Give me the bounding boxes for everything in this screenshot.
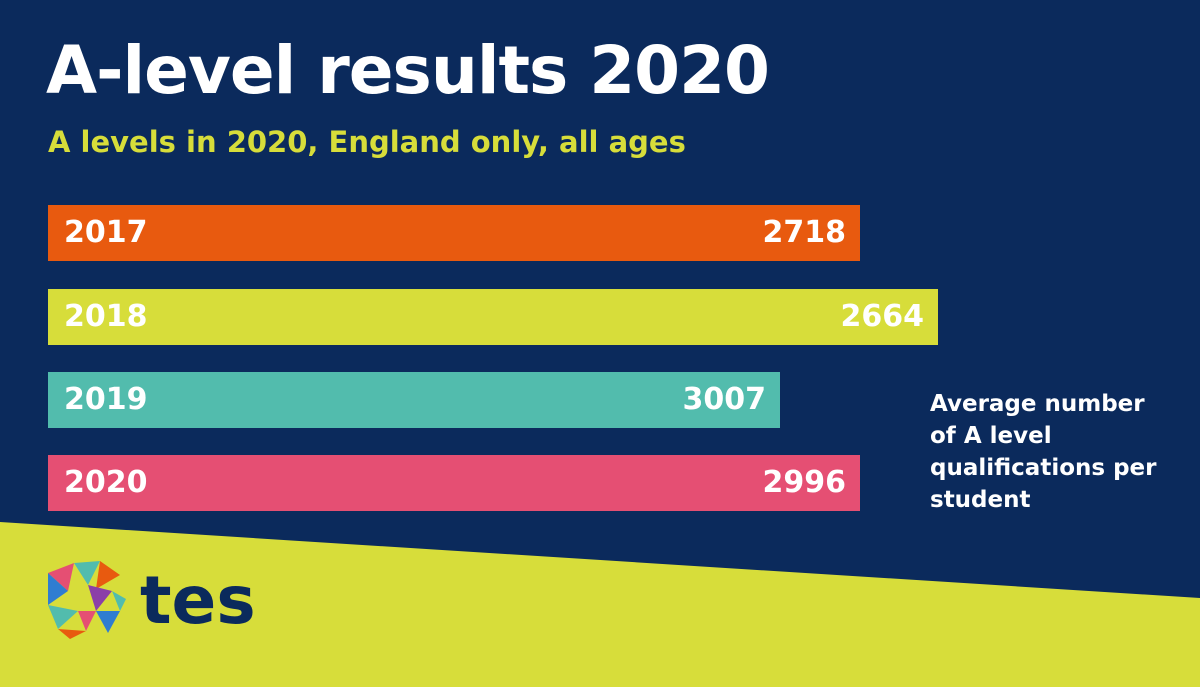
bar-category-label: 2018 <box>64 299 148 334</box>
tes-logo-text: tes <box>140 562 256 639</box>
bar-category-label: 2020 <box>64 465 148 500</box>
bar-2019: 2019 3007 <box>48 372 780 428</box>
bar-2018: 2018 2664 <box>48 289 938 345</box>
yellow-diagonal-band <box>0 522 1200 687</box>
bar-category-label: 2019 <box>64 382 148 417</box>
bar-2017: 2017 2718 <box>48 205 860 261</box>
bar-2020: 2020 2996 <box>48 455 860 511</box>
bar-value-label: 3007 <box>682 382 767 417</box>
tes-logo: tes <box>48 555 288 645</box>
chart-subtitle: A levels in 2020, England only, all ages <box>48 125 686 159</box>
bar-value-label: 2996 <box>762 465 847 500</box>
chart-title: A-level results 2020 <box>46 32 770 109</box>
bar-value-label: 2718 <box>762 215 847 250</box>
tes-triangle-mosaic-icon <box>48 561 126 639</box>
chart-note: Average number of A level qualifications… <box>930 391 1157 513</box>
bar-category-label: 2017 <box>64 215 148 250</box>
bar-value-label: 2664 <box>840 299 925 334</box>
